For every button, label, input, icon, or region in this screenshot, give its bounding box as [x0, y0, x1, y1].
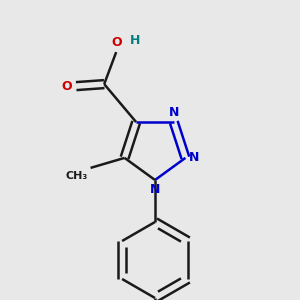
- Text: H: H: [130, 34, 141, 46]
- Text: O: O: [61, 80, 72, 93]
- Text: N: N: [150, 183, 160, 196]
- Text: N: N: [169, 106, 179, 119]
- Text: N: N: [188, 152, 199, 164]
- Text: CH₃: CH₃: [65, 171, 88, 181]
- Text: O: O: [111, 36, 122, 49]
